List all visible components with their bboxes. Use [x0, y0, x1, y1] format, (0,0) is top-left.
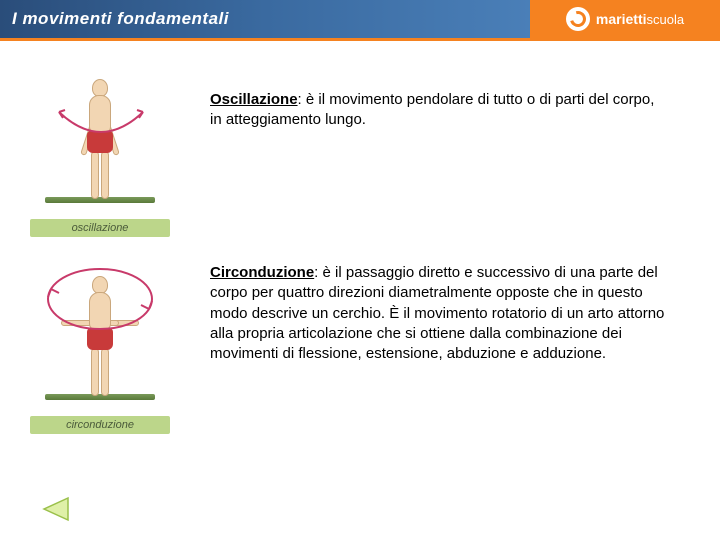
illustration-circonduzione: [35, 257, 165, 412]
figure-oscillazione: oscillazione: [10, 60, 190, 237]
figure-caption: oscillazione: [30, 219, 170, 237]
illustration-oscillazione: [35, 60, 165, 215]
description-oscillazione: Oscillazione: è il movimento pendolare d…: [190, 60, 700, 131]
back-button[interactable]: [40, 496, 70, 522]
figure-circonduzione: circonduzione: [10, 257, 190, 434]
motion-arrow-icon: [37, 259, 163, 349]
motion-arrow-icon: [41, 104, 161, 154]
brand-name: marietti: [596, 11, 647, 27]
accent-bar: [0, 38, 720, 41]
content: oscillazione Oscillazione: è il moviment…: [0, 60, 720, 454]
triangle-left-icon: [40, 496, 70, 522]
term: Circonduzione: [210, 264, 314, 281]
brand-sub: scuola: [647, 12, 685, 27]
figure-caption: circonduzione: [30, 416, 170, 434]
brand-logo-icon: [566, 7, 590, 31]
header: I movimenti fondamentali mariettiscuola: [0, 0, 720, 38]
page-title: I movimenti fondamentali: [12, 9, 229, 29]
description-circonduzione: Circonduzione: è il passaggio diretto e …: [190, 257, 700, 364]
section-circonduzione: circonduzione Circonduzione: è il passag…: [10, 257, 700, 434]
term: Oscillazione: [210, 91, 298, 108]
brand-text: mariettiscuola: [596, 11, 684, 27]
brand-area: mariettiscuola: [530, 0, 720, 38]
header-left: I movimenti fondamentali: [0, 0, 530, 38]
section-oscillazione: oscillazione Oscillazione: è il moviment…: [10, 60, 700, 237]
